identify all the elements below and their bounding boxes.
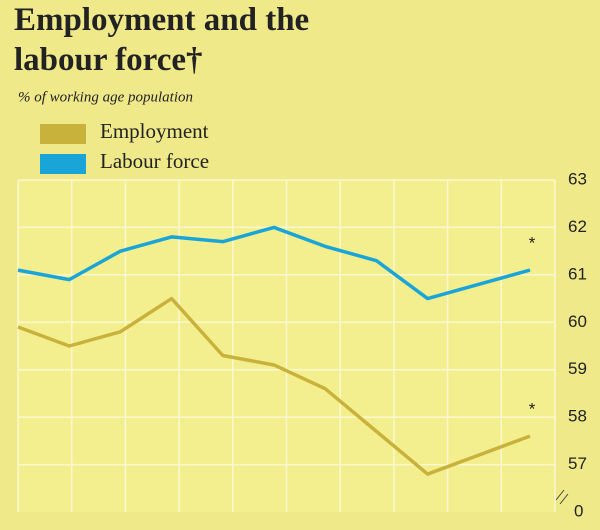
y-tick-label: 60 <box>568 312 587 331</box>
chart-subtitle: % of working age population <box>18 89 193 105</box>
y-tick-label: 58 <box>568 407 587 426</box>
y-tick-label: 61 <box>568 264 587 283</box>
y-tick-label: 62 <box>568 217 587 236</box>
legend-label: Labour force <box>100 149 209 173</box>
line-series <box>17 296 531 476</box>
axis-break <box>555 489 569 505</box>
annotation: * <box>529 234 536 253</box>
y-tick-label: 57 <box>568 454 587 473</box>
y-tick-label: 59 <box>568 359 587 378</box>
chart-title: Employment and the labour force† <box>14 2 309 78</box>
legend-swatch <box>40 124 86 144</box>
line-series <box>17 225 531 301</box>
legend-label: Employment <box>100 119 209 143</box>
y-break-label: 0 <box>574 501 583 520</box>
y-tick-label: 63 <box>568 169 587 188</box>
annotation: * <box>529 400 536 419</box>
legend-swatch <box>40 154 86 174</box>
